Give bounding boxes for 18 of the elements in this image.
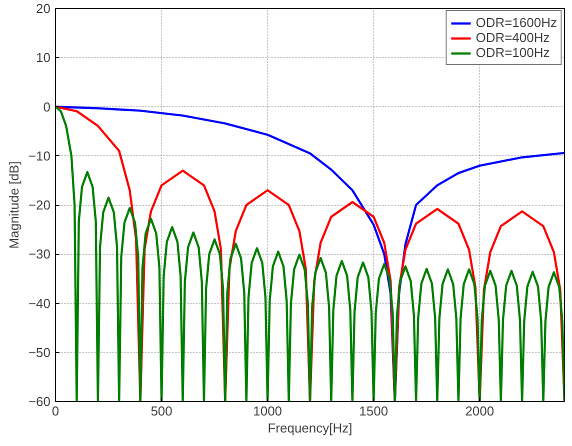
y-tick-label: −40 bbox=[28, 296, 51, 311]
y-tick-label: −30 bbox=[28, 246, 51, 262]
x-tick-label: 500 bbox=[150, 404, 172, 418]
legend-label: ODR=400Hz bbox=[476, 30, 550, 45]
y-tick-label: −20 bbox=[28, 198, 51, 212]
x-axis-title: Frequency[Hz] bbox=[268, 420, 352, 436]
y-axis-title: Magnitude [dB] bbox=[6, 161, 22, 249]
y-tick-label: 20 bbox=[36, 1, 51, 16]
y-tick-label: −60 bbox=[28, 394, 51, 409]
legend-label: ODR=100Hz bbox=[476, 45, 550, 60]
y-tick-label: −50 bbox=[28, 344, 51, 360]
y-tick-label: −10 bbox=[28, 148, 51, 164]
x-tick-label: 1000 bbox=[253, 404, 282, 418]
x-tick-label: 1500 bbox=[359, 404, 388, 418]
y-tick-label: 0 bbox=[43, 99, 51, 114]
y-tick-label: 10 bbox=[36, 50, 51, 66]
legend-label: ODR=1600Hz bbox=[476, 15, 557, 30]
x-tick-label: 2000 bbox=[465, 404, 494, 418]
